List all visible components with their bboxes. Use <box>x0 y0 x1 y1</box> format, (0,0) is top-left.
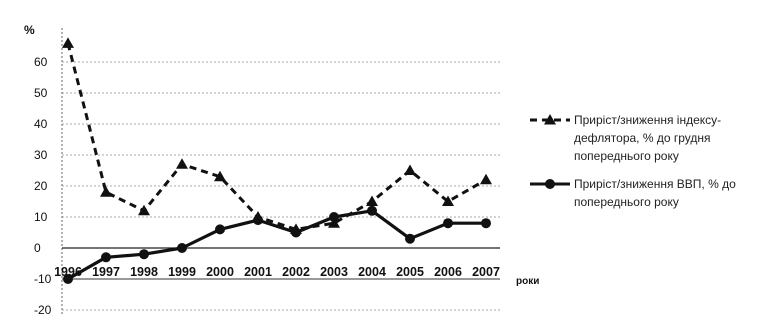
data-point <box>405 233 415 244</box>
x-tick-label: 1998 <box>130 265 158 279</box>
tick-labels: -20 -10 0 10 20 30 40 50 60% 1996 1997 1998 1999 2000… <box>24 23 539 317</box>
x-tick-label: 2004 <box>358 265 386 279</box>
y-tick-label: 10 <box>34 210 48 224</box>
legend-label: Приріст/зниження індексу- <box>574 113 721 127</box>
legend-label: Приріст/зниження ВВП, % до <box>574 177 736 191</box>
data-point <box>480 173 492 185</box>
data-point <box>101 252 111 263</box>
data-point <box>329 212 339 222</box>
legend-label: попереднього року <box>574 149 679 163</box>
data-point <box>177 243 187 253</box>
y-tick-label: 20 <box>34 179 48 193</box>
y-axis-label: % <box>24 23 35 37</box>
series-line <box>66 43 487 231</box>
series-line <box>67 209 486 281</box>
y-tick-label: 40 <box>34 117 48 131</box>
legend-label: дефлятора, % до грудня <box>574 131 711 145</box>
data-point <box>62 37 74 48</box>
axes <box>61 28 500 314</box>
data-point <box>63 274 73 284</box>
data-point <box>214 170 226 182</box>
x-tick-label: 2005 <box>396 265 424 279</box>
y-tick-label: 0 <box>34 241 41 255</box>
y-tick-label: 30 <box>34 148 48 162</box>
data-point <box>100 186 112 197</box>
data-point <box>328 217 340 228</box>
legend-marker <box>544 114 556 125</box>
legend-item-1: Приріст/зниження індексу-дефлятора, % до… <box>530 113 721 163</box>
x-tick-label: 2007 <box>472 265 500 279</box>
y-tick-label: 60 <box>34 55 48 69</box>
x-tick-label: 2006 <box>434 265 462 279</box>
series-1 <box>62 37 492 234</box>
y-tick-label: 50 <box>34 86 48 100</box>
data-point <box>404 164 416 175</box>
x-axis-label: роки <box>516 276 539 287</box>
data-point <box>253 215 263 226</box>
data-point <box>366 195 378 206</box>
data-point <box>291 227 301 238</box>
x-tick-label: 2001 <box>244 265 272 279</box>
data-point <box>176 158 188 169</box>
x-tick-label: 2002 <box>282 265 310 279</box>
data-point <box>481 218 491 229</box>
legend-marker <box>545 179 555 189</box>
data-point <box>367 205 377 216</box>
data-point <box>443 218 453 229</box>
x-tick-label: 1997 <box>92 265 120 279</box>
x-tick-label: 2003 <box>320 265 348 279</box>
legend-item-2: Приріст/зниження ВВП, % до попереднього р… <box>530 177 736 209</box>
y-tick-label: -10 <box>34 272 52 286</box>
series-2 <box>63 205 491 284</box>
x-tick-label: 1996 <box>54 265 82 279</box>
legend: Приріст/зниження індексу-дефлятора, % до… <box>530 113 736 209</box>
data-point <box>442 195 454 206</box>
legend-label: попереднього року <box>574 195 679 209</box>
x-tick-label: 2000 <box>206 265 234 279</box>
data-point <box>139 249 149 260</box>
data-point <box>215 224 225 235</box>
y-tick-label: -20 <box>34 303 52 317</box>
data-point <box>138 204 150 216</box>
series-group <box>62 37 492 284</box>
x-tick-label: 1999 <box>168 265 196 279</box>
